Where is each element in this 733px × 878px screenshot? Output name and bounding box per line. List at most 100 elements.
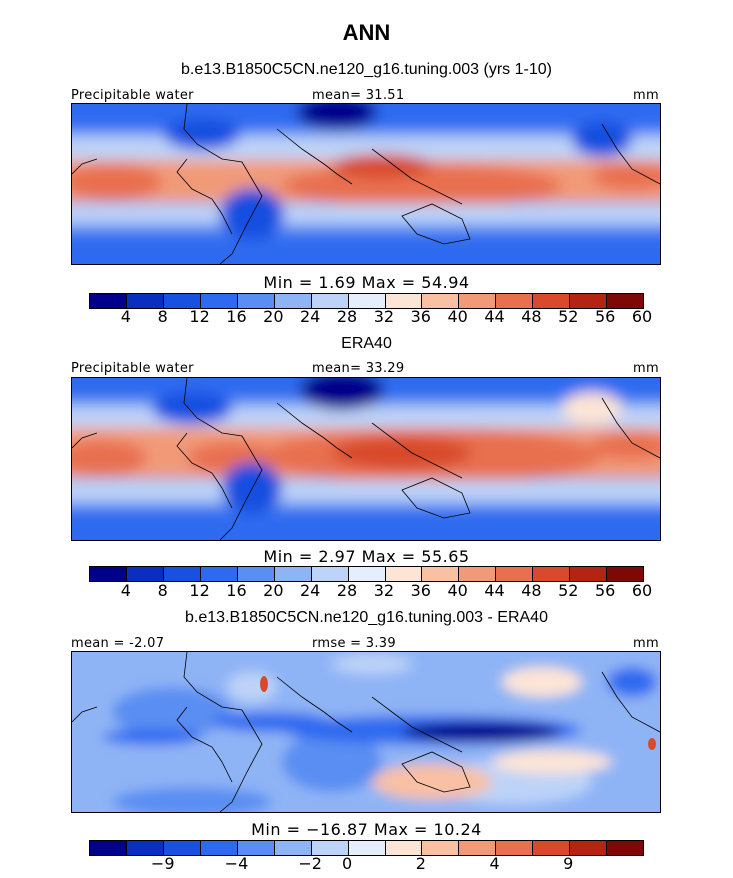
panel-1-colorbar-ticks: 4 8 12 16 20 24 28 32 36 40 44 48 52 56 60 [89, 306, 652, 326]
colorbar-box [385, 567, 423, 581]
colorbar-box [163, 294, 201, 308]
colorbar-tick-label: 12 [189, 581, 210, 600]
colorbar-tick-label: 8 [157, 307, 168, 326]
colorbar-box [274, 294, 312, 308]
panel-1-map [71, 103, 661, 265]
colorbar-box [607, 841, 644, 855]
colorbar-tick-label: 9 [563, 854, 574, 873]
colorbar-box [459, 567, 497, 581]
panel-3-map [71, 651, 661, 813]
colorbar-box [163, 841, 201, 855]
panel-2-variable-label: Precipitable water [71, 361, 194, 376]
colorbar-box [459, 294, 497, 308]
panel-2-units-label: mm [633, 361, 659, 376]
panel-2-title: ERA40 [341, 335, 392, 352]
colorbar-tick-label: 36 [410, 307, 431, 326]
colorbar-tick-label: 36 [410, 581, 431, 600]
panel-3-min-max: Min = −16.87 Max = 10.24 [251, 820, 482, 839]
colorbar-box [385, 294, 423, 308]
colorbar-tick-label: 40 [447, 581, 468, 600]
colorbar-tick-label: 52 [558, 307, 579, 326]
colorbar-box [237, 294, 275, 308]
colorbar-box [126, 567, 164, 581]
colorbar-tick-label: 4 [489, 854, 500, 873]
colorbar-tick-label: 60 [631, 307, 653, 326]
panel-2-colorbar-ticks: 4 8 12 16 20 24 28 32 36 40 44 48 52 56 60 [89, 580, 652, 600]
colorbar-tick-label: 0 [341, 854, 353, 873]
colorbar-box [311, 294, 349, 308]
panel-1-variable-label: Precipitable water [71, 88, 194, 103]
colorbar-box [90, 841, 127, 855]
colorbar-tick-label: 12 [189, 307, 210, 326]
colorbar-tick-label: −2 [298, 854, 322, 873]
colorbar-box [533, 294, 571, 308]
colorbar-tick-label: 56 [594, 581, 616, 600]
panel-3-units-label: mm [633, 636, 659, 651]
panel-2-min-max: Min = 2.97 Max = 55.65 [263, 547, 470, 566]
panel-1-colorbar [89, 293, 644, 309]
colorbar-tick-label: −4 [224, 854, 249, 873]
panel-3-colorbar-ticks: −9 −4 −2 0 2 4 9 [89, 853, 642, 873]
colorbar-box [570, 841, 608, 855]
colorbar-box [311, 567, 349, 581]
panel-2-mean-label: mean= 33.29 [312, 361, 405, 376]
colorbar-tick-label: 44 [484, 307, 505, 326]
colorbar-tick-label: 24 [300, 581, 321, 600]
colorbar-tick-label: 20 [263, 581, 284, 600]
colorbar-box [348, 567, 386, 581]
colorbar-box [607, 294, 644, 308]
colorbar-tick-label: 32 [373, 307, 395, 326]
colorbar-box [200, 841, 238, 855]
colorbar-tick-label: 16 [226, 307, 247, 326]
colorbar-box [607, 567, 644, 581]
colorbar-tick-label: 4 [120, 307, 131, 326]
colorbar-box [570, 567, 608, 581]
colorbar-tick-label: 16 [226, 581, 247, 600]
colorbar-box [422, 294, 460, 308]
colorbar-box [90, 294, 127, 308]
colorbar-box [422, 841, 460, 855]
colorbar-tick-label: 32 [373, 581, 395, 600]
panel-2-map [71, 377, 661, 541]
colorbar-box [422, 567, 460, 581]
colorbar-tick-label: 20 [263, 307, 284, 326]
colorbar-box [570, 294, 608, 308]
panel-1-title: b.e13.B1850C5CN.ne120_g16.tuning.003 (yr… [181, 61, 552, 78]
colorbar-box [200, 294, 238, 308]
colorbar-box [163, 567, 201, 581]
panel-1-min-max: Min = 1.69 Max = 54.94 [263, 273, 470, 292]
colorbar-tick-label: 44 [484, 581, 505, 600]
panel-1-mean-label: mean= 31.51 [312, 88, 405, 103]
page-title: ANN [342, 20, 391, 45]
colorbar-box [274, 841, 312, 855]
colorbar-tick-label: 48 [521, 307, 542, 326]
colorbar-box [496, 294, 534, 308]
colorbar-box [385, 841, 423, 855]
colorbar-box [237, 567, 275, 581]
colorbar-tick-label: 52 [558, 581, 579, 600]
colorbar-box [348, 294, 386, 308]
colorbar-box [200, 567, 238, 581]
colorbar-box [533, 567, 571, 581]
colorbar-box [348, 841, 386, 855]
colorbar-tick-label: 28 [336, 307, 358, 326]
panel-3-rmse-label: rmse = 3.39 [312, 636, 396, 651]
colorbar-tick-label: 4 [120, 581, 131, 600]
panel-3-mean-label: mean = -2.07 [71, 636, 165, 651]
colorbar-tick-label: 24 [300, 307, 321, 326]
colorbar-box [311, 841, 349, 855]
colorbar-tick-label: 56 [594, 307, 616, 326]
colorbar-tick-label: 2 [415, 854, 426, 873]
colorbar-box [90, 567, 127, 581]
colorbar-box [126, 841, 164, 855]
colorbar-tick-label: 8 [157, 581, 168, 600]
colorbar-box [237, 841, 275, 855]
panel-1-units-label: mm [633, 88, 659, 103]
colorbar-tick-label: 40 [447, 307, 468, 326]
panel-3-colorbar [89, 840, 644, 856]
colorbar-box [459, 841, 497, 855]
colorbar-box [496, 567, 534, 581]
panel-2-colorbar [89, 566, 644, 582]
colorbar-tick-label: 60 [631, 581, 653, 600]
panel-3-title: b.e13.B1850C5CN.ne120_g16.tuning.003 - E… [185, 609, 548, 626]
